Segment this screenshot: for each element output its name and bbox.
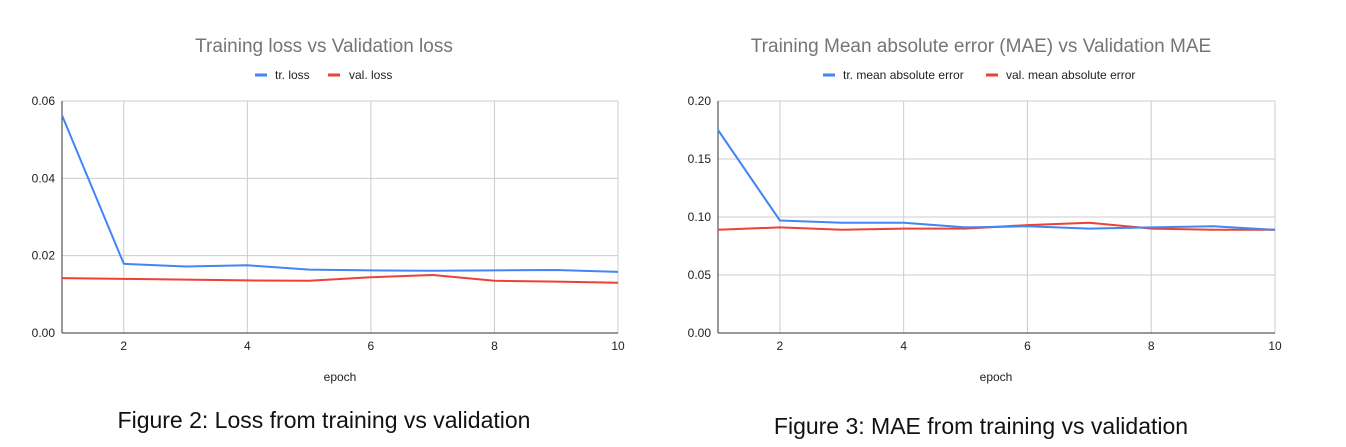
x-tick-label: 6 (368, 339, 375, 353)
x-tick-label: 4 (244, 339, 251, 353)
loss-chart: Training loss vs Validation loss tr. los… (32, 36, 625, 433)
mae-chart: Training Mean absolute error (MAE) vs Va… (673, 0, 1346, 447)
x-tick-label: 10 (611, 339, 625, 353)
x-tick-label: 10 (1268, 339, 1282, 353)
y-tick-label: 0.15 (688, 152, 712, 166)
y-tick-label: 0.05 (688, 268, 712, 282)
series-line-val-loss (61, 274, 619, 284)
x-axis-label: epoch (324, 370, 357, 384)
legend-label-tr-loss: tr. loss (275, 68, 310, 82)
x-axis-label: epoch (980, 370, 1013, 384)
plot-area: 0.00 0.05 0.10 0.15 0.20 2 4 6 8 10 (688, 94, 1282, 353)
legend-label-val-loss: val. loss (349, 68, 392, 82)
y-tick-label: 0.00 (32, 326, 56, 340)
loss-chart-svg: Training loss vs Validation loss tr. los… (32, 36, 625, 433)
y-tick-label: 0.02 (32, 249, 56, 263)
x-tick-label: 2 (120, 339, 127, 353)
y-tick-label: 0.06 (32, 94, 56, 108)
y-tick-label: 0.20 (688, 94, 712, 108)
x-tick-label: 2 (777, 339, 784, 353)
series-line-tr-mean-absolute-error (717, 129, 1276, 231)
chart-title: Training loss vs Validation loss (195, 36, 453, 57)
x-tick-label: 6 (1024, 339, 1031, 353)
x-tick-label: 8 (1148, 339, 1155, 353)
figure-caption: Figure 2: Loss from training vs validati… (118, 407, 531, 433)
series-line-tr-loss (61, 114, 619, 273)
x-tick-label: 4 (900, 339, 907, 353)
legend: tr. mean absolute error val. mean absolu… (823, 68, 1135, 82)
y-tick-label: 0.00 (688, 326, 712, 340)
figure-caption: Figure 3: MAE from training vs validatio… (774, 413, 1188, 439)
y-tick-label: 0.04 (32, 171, 56, 185)
legend-label-val-mae: val. mean absolute error (1006, 68, 1135, 82)
x-tick-label: 8 (491, 339, 498, 353)
legend: tr. loss val. loss (255, 68, 392, 82)
plot-area: 0.00 0.02 0.04 0.06 2 4 6 8 10 (32, 94, 625, 353)
y-tick-label: 0.10 (688, 210, 712, 224)
legend-label-tr-mae: tr. mean absolute error (843, 68, 964, 82)
chart-title: Training Mean absolute error (MAE) vs Va… (751, 36, 1211, 57)
mae-chart-svg: Training Mean absolute error (MAE) vs Va… (688, 36, 1282, 439)
